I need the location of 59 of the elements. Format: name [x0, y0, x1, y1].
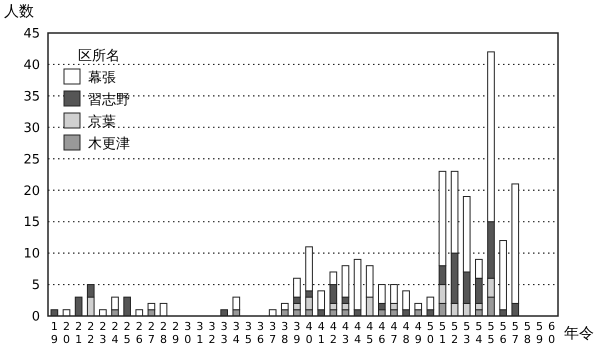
- x-tick-label: 40: [306, 320, 313, 346]
- y-tick-label: 10: [23, 246, 40, 262]
- x-tick-label: 51: [438, 320, 446, 346]
- x-tick-label: 44: [354, 320, 362, 346]
- x-tick-label: 20: [62, 320, 70, 346]
- x-tick-label: 36: [257, 320, 264, 346]
- x-tick-label: 57: [512, 320, 519, 346]
- x-tick-label: 21: [75, 320, 82, 346]
- x-tick-label: 33: [220, 320, 228, 346]
- legend-label: 幕張: [88, 70, 116, 86]
- x-tick-label: 31: [196, 320, 204, 346]
- y-tick-label: 25: [23, 152, 40, 168]
- x-tick-label: 43: [342, 320, 349, 346]
- x-tick-label: 25: [124, 320, 131, 346]
- x-tick-label: 27: [148, 320, 155, 346]
- x-tick-label: 58: [524, 320, 531, 346]
- x-tick-label: 56: [500, 320, 507, 346]
- legend-label: 京葉: [88, 114, 116, 130]
- legend-title: 区所名: [78, 48, 120, 64]
- y-axis-title: 人数: [4, 2, 34, 20]
- y-tick-label: 0: [32, 310, 40, 325]
- x-tick-label: 48: [402, 320, 410, 346]
- x-tick-label: 46: [378, 320, 386, 346]
- y-tick-label: 30: [23, 120, 40, 136]
- legend-label: 木更津: [88, 136, 130, 152]
- x-tick-label: 19: [50, 320, 58, 346]
- x-tick-label: 28: [160, 320, 168, 346]
- x-tick-label: 53: [463, 320, 470, 346]
- x-tick-label: 59: [536, 320, 544, 346]
- x-tick-label: 39: [293, 320, 300, 346]
- x-tick-label: 47: [390, 320, 398, 346]
- x-tick-label: 34: [232, 320, 240, 346]
- x-tick-label: 41: [318, 320, 325, 346]
- x-tick-label: 45: [366, 320, 374, 346]
- x-tick-label: 50: [426, 320, 434, 346]
- y-tick-label: 5: [32, 278, 40, 294]
- y-tick-label: 20: [23, 184, 40, 199]
- x-tick-label: 29: [172, 320, 180, 346]
- x-tick-label: 24: [112, 320, 119, 346]
- y-tick-label: 40: [23, 58, 40, 73]
- legend-label: 習志野: [88, 92, 130, 108]
- x-tick-label: 52: [451, 320, 458, 346]
- x-tick-label: 32: [208, 320, 216, 346]
- x-tick-label: 30: [184, 320, 192, 346]
- x-tick-label: 37: [269, 320, 276, 346]
- x-axis-title: 年令: [564, 324, 594, 342]
- x-tick-label: 23: [99, 320, 106, 346]
- x-tick-label: 60: [548, 320, 556, 346]
- x-tick-label: 49: [414, 320, 422, 346]
- y-tick-label: 35: [23, 89, 40, 104]
- x-tick-label: 26: [136, 320, 143, 346]
- x-tick-label: 54: [475, 320, 482, 346]
- x-tick-label: 38: [281, 320, 288, 346]
- x-tick-label: 42: [330, 320, 337, 346]
- x-tick-label: 55: [487, 320, 494, 346]
- x-tick-label: 22: [87, 320, 94, 346]
- y-tick-label: 45: [23, 26, 40, 42]
- x-tick-label: 35: [244, 320, 252, 346]
- y-tick-label: 15: [23, 215, 40, 230]
